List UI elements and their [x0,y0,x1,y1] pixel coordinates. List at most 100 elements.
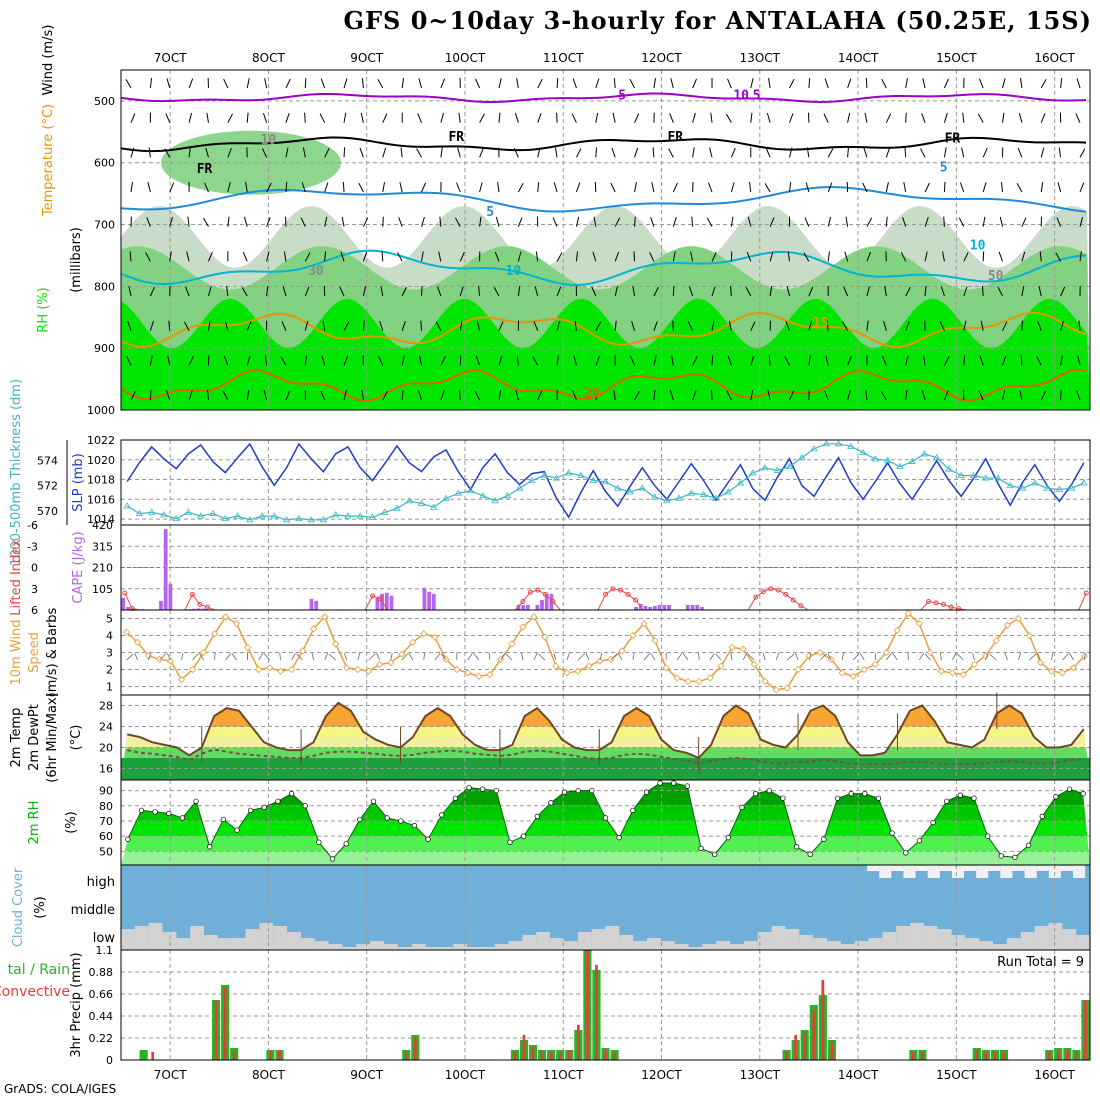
date-label-bottom: 12OCT [641,1068,682,1082]
thickness-marker [650,493,659,500]
wind-barb [943,78,949,89]
wind-barb [362,251,368,262]
wind-barb [556,320,561,331]
wind-barb [382,113,388,123]
wind-marker [332,640,340,648]
wind-barb [401,286,407,297]
precip-tick: 0.66 [89,988,114,1001]
wind-barb [149,389,152,401]
wind-barb [806,147,810,158]
cape-bar [389,595,394,610]
wind-barb [824,390,829,401]
wind-barb [493,287,500,297]
wind-marker [508,640,516,648]
thickness-marker [1080,479,1088,486]
slp-tick: 1020 [87,454,115,467]
thickness-marker [1006,481,1014,489]
contour-label: 20 [584,387,600,402]
wind-barb [304,286,310,297]
wind-barb [634,391,640,401]
wind-barb [672,217,677,227]
wind-barb [823,113,829,123]
wind-barb [852,653,860,661]
wind-barb [497,182,500,193]
wind-barb [827,182,833,193]
wind-barb [669,113,674,123]
wind-barb [379,321,384,331]
wind-barb [711,355,714,366]
thickness-marker [687,489,696,496]
low-cloud-block [840,944,855,950]
cloud-level-label: high [87,875,115,890]
precip-panel [121,950,1090,1060]
low-cloud-block [1076,935,1090,950]
wind-barb [126,653,134,661]
wind-barb [495,216,500,227]
wind-barb [692,78,698,89]
cape-tick: 420 [92,519,113,532]
wind-marker [970,660,978,668]
wind-barb [788,182,792,193]
precip-convective-bar [404,1052,408,1060]
wind-barb [940,286,945,297]
precip-convective-bar [993,1052,997,1060]
wind-barb [359,147,364,158]
low-cloud-block [910,923,924,950]
wind-barb [982,147,988,158]
wind-barb [668,148,674,158]
axis-label: 2m Temp [9,708,24,768]
rh-marker [480,786,486,792]
wind-barb [129,251,132,262]
li-marker [535,587,541,593]
cape-bar [662,604,667,610]
wind-barb [459,320,463,331]
wind10m-panel [121,609,1090,695]
precip-convective-bar [613,1052,616,1060]
wind-marker [871,660,879,668]
rh-marker [234,827,240,833]
wind-barb [883,320,887,331]
wind-barb [1076,78,1081,89]
wind-barb [167,355,171,366]
wind-barb [614,286,618,297]
thickness-tick: 574 [37,454,58,467]
wind-tick: 1 [106,681,113,694]
wind-marker [728,643,736,651]
date-label-bottom: 16OCT [1034,1068,1075,1082]
wind-barb [263,113,268,123]
precip-convective-bar [522,1035,526,1060]
low-cloud-block [660,941,675,950]
wind-marker [233,620,241,628]
wind-barb [553,652,557,661]
rh-marker [739,804,745,810]
thickness-marker [883,456,892,463]
wind-barb [767,390,771,401]
wind-barb [516,355,519,366]
wind-barb [147,182,151,193]
wind-barb [440,112,444,123]
wind-barb [765,147,771,158]
precip-convective-bar [278,1050,281,1060]
li-tick: 3 [31,583,38,596]
rh-marker [411,822,418,829]
wind-barb [747,216,752,227]
wind-marker [783,684,791,692]
wind-barb [730,285,732,297]
wind-marker [1014,614,1022,623]
wind-barb [552,217,558,227]
wind-marker [155,655,164,663]
wind-barb [670,78,674,89]
wind-barb [687,321,694,331]
wind-barb [537,182,540,193]
wind-barb [905,321,910,331]
li-tick: -3 [27,540,38,553]
wind-barb [126,356,132,366]
low-cloud-block [951,935,966,950]
thickness-marker [233,512,242,519]
wind-barb [653,390,656,401]
thickness-marker [1055,485,1064,492]
high-cloud-block [988,865,1001,871]
rh-marker [712,851,718,858]
wind-speed-line [125,612,1086,691]
wind-barb [1040,147,1045,158]
